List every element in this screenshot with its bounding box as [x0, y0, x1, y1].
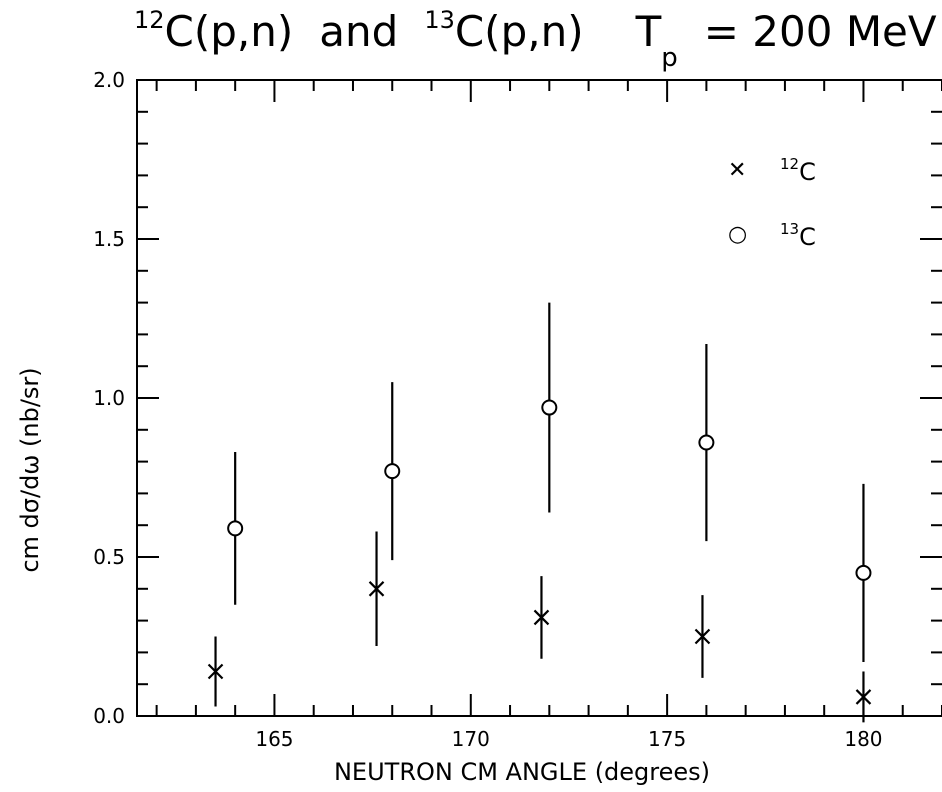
y-axis-label: cm dσ/dω (nb/sr): [16, 367, 44, 573]
legend-label-12c: 12C: [780, 155, 816, 186]
x-tick-label: 175: [648, 727, 686, 751]
x-axis-label: NEUTRON CM ANGLE (degrees): [333, 758, 711, 786]
data-point-12c: [855, 689, 872, 705]
data-point-13c: [541, 399, 558, 416]
y-tick-label: 1.0: [93, 386, 125, 410]
x-tick-label: 170: [452, 727, 490, 751]
y-tick-label: 2.0: [93, 68, 125, 92]
legend-marker-circle: ○: [728, 222, 748, 247]
data-point-12c: [533, 609, 550, 626]
y-tick-label: 1.5: [93, 227, 125, 251]
data-point-13c: [227, 520, 244, 537]
data-point-13c: [698, 434, 715, 451]
x-tick-label: 180: [844, 727, 882, 751]
chart-title: 12C(p,n) and 13C(p,n) Tp= 200 MeV: [134, 6, 937, 73]
title-energy-symbol: T: [635, 7, 662, 56]
title-isotope1-mass: 12: [134, 6, 165, 34]
title-isotope2-mass: 13: [424, 6, 455, 34]
x-tick-label: 165: [255, 727, 293, 751]
y-tick-label: 0.5: [93, 545, 125, 569]
data-point-12c: [368, 581, 385, 597]
title-energy-subscript: p: [661, 43, 678, 73]
data-point-13c: [384, 463, 401, 480]
title-isotope2-reaction: C(p,n): [454, 7, 584, 56]
title-connector: and: [319, 7, 399, 56]
legend-marker-x: ✕: [728, 158, 747, 183]
data-point-12c: [694, 628, 711, 645]
title-energy-value: = 200 MeV: [703, 7, 937, 56]
data-point-13c: [855, 564, 872, 581]
legend-label-13c: 13C: [780, 220, 816, 251]
y-tick-label: 0.0: [93, 704, 125, 728]
data-point-12c: [207, 663, 224, 680]
title-isotope1-reaction: C(p,n): [164, 7, 294, 56]
